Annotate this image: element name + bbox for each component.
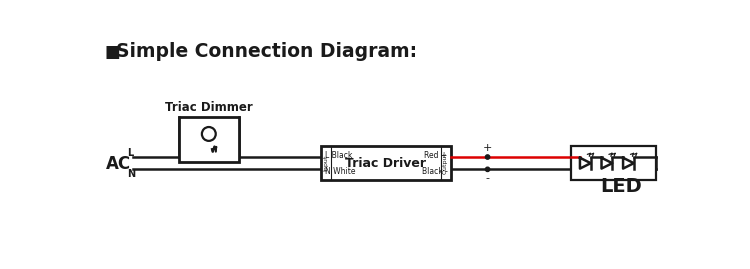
Text: -: - bbox=[485, 173, 490, 183]
Text: +: + bbox=[483, 143, 492, 153]
Text: LED: LED bbox=[601, 177, 643, 196]
Text: Black -: Black - bbox=[422, 167, 448, 176]
Text: N: N bbox=[128, 169, 135, 179]
Text: AC: AC bbox=[106, 155, 130, 173]
Bar bbox=[321, 146, 451, 180]
Bar bbox=[178, 117, 238, 162]
Text: Red +: Red + bbox=[424, 151, 448, 160]
Circle shape bbox=[485, 155, 490, 159]
Text: Input: Input bbox=[324, 155, 328, 171]
Text: Triac Driver: Triac Driver bbox=[346, 157, 427, 170]
Text: Triac Dimmer: Triac Dimmer bbox=[165, 101, 253, 114]
Text: Simple Connection Diagram:: Simple Connection Diagram: bbox=[116, 42, 417, 61]
Text: L Black: L Black bbox=[325, 151, 352, 160]
Text: L: L bbox=[128, 148, 134, 158]
Text: N White: N White bbox=[325, 167, 356, 176]
Text: Output: Output bbox=[443, 152, 448, 174]
Circle shape bbox=[485, 167, 490, 172]
Bar bbox=[572, 146, 656, 180]
Text: ■: ■ bbox=[105, 43, 121, 61]
